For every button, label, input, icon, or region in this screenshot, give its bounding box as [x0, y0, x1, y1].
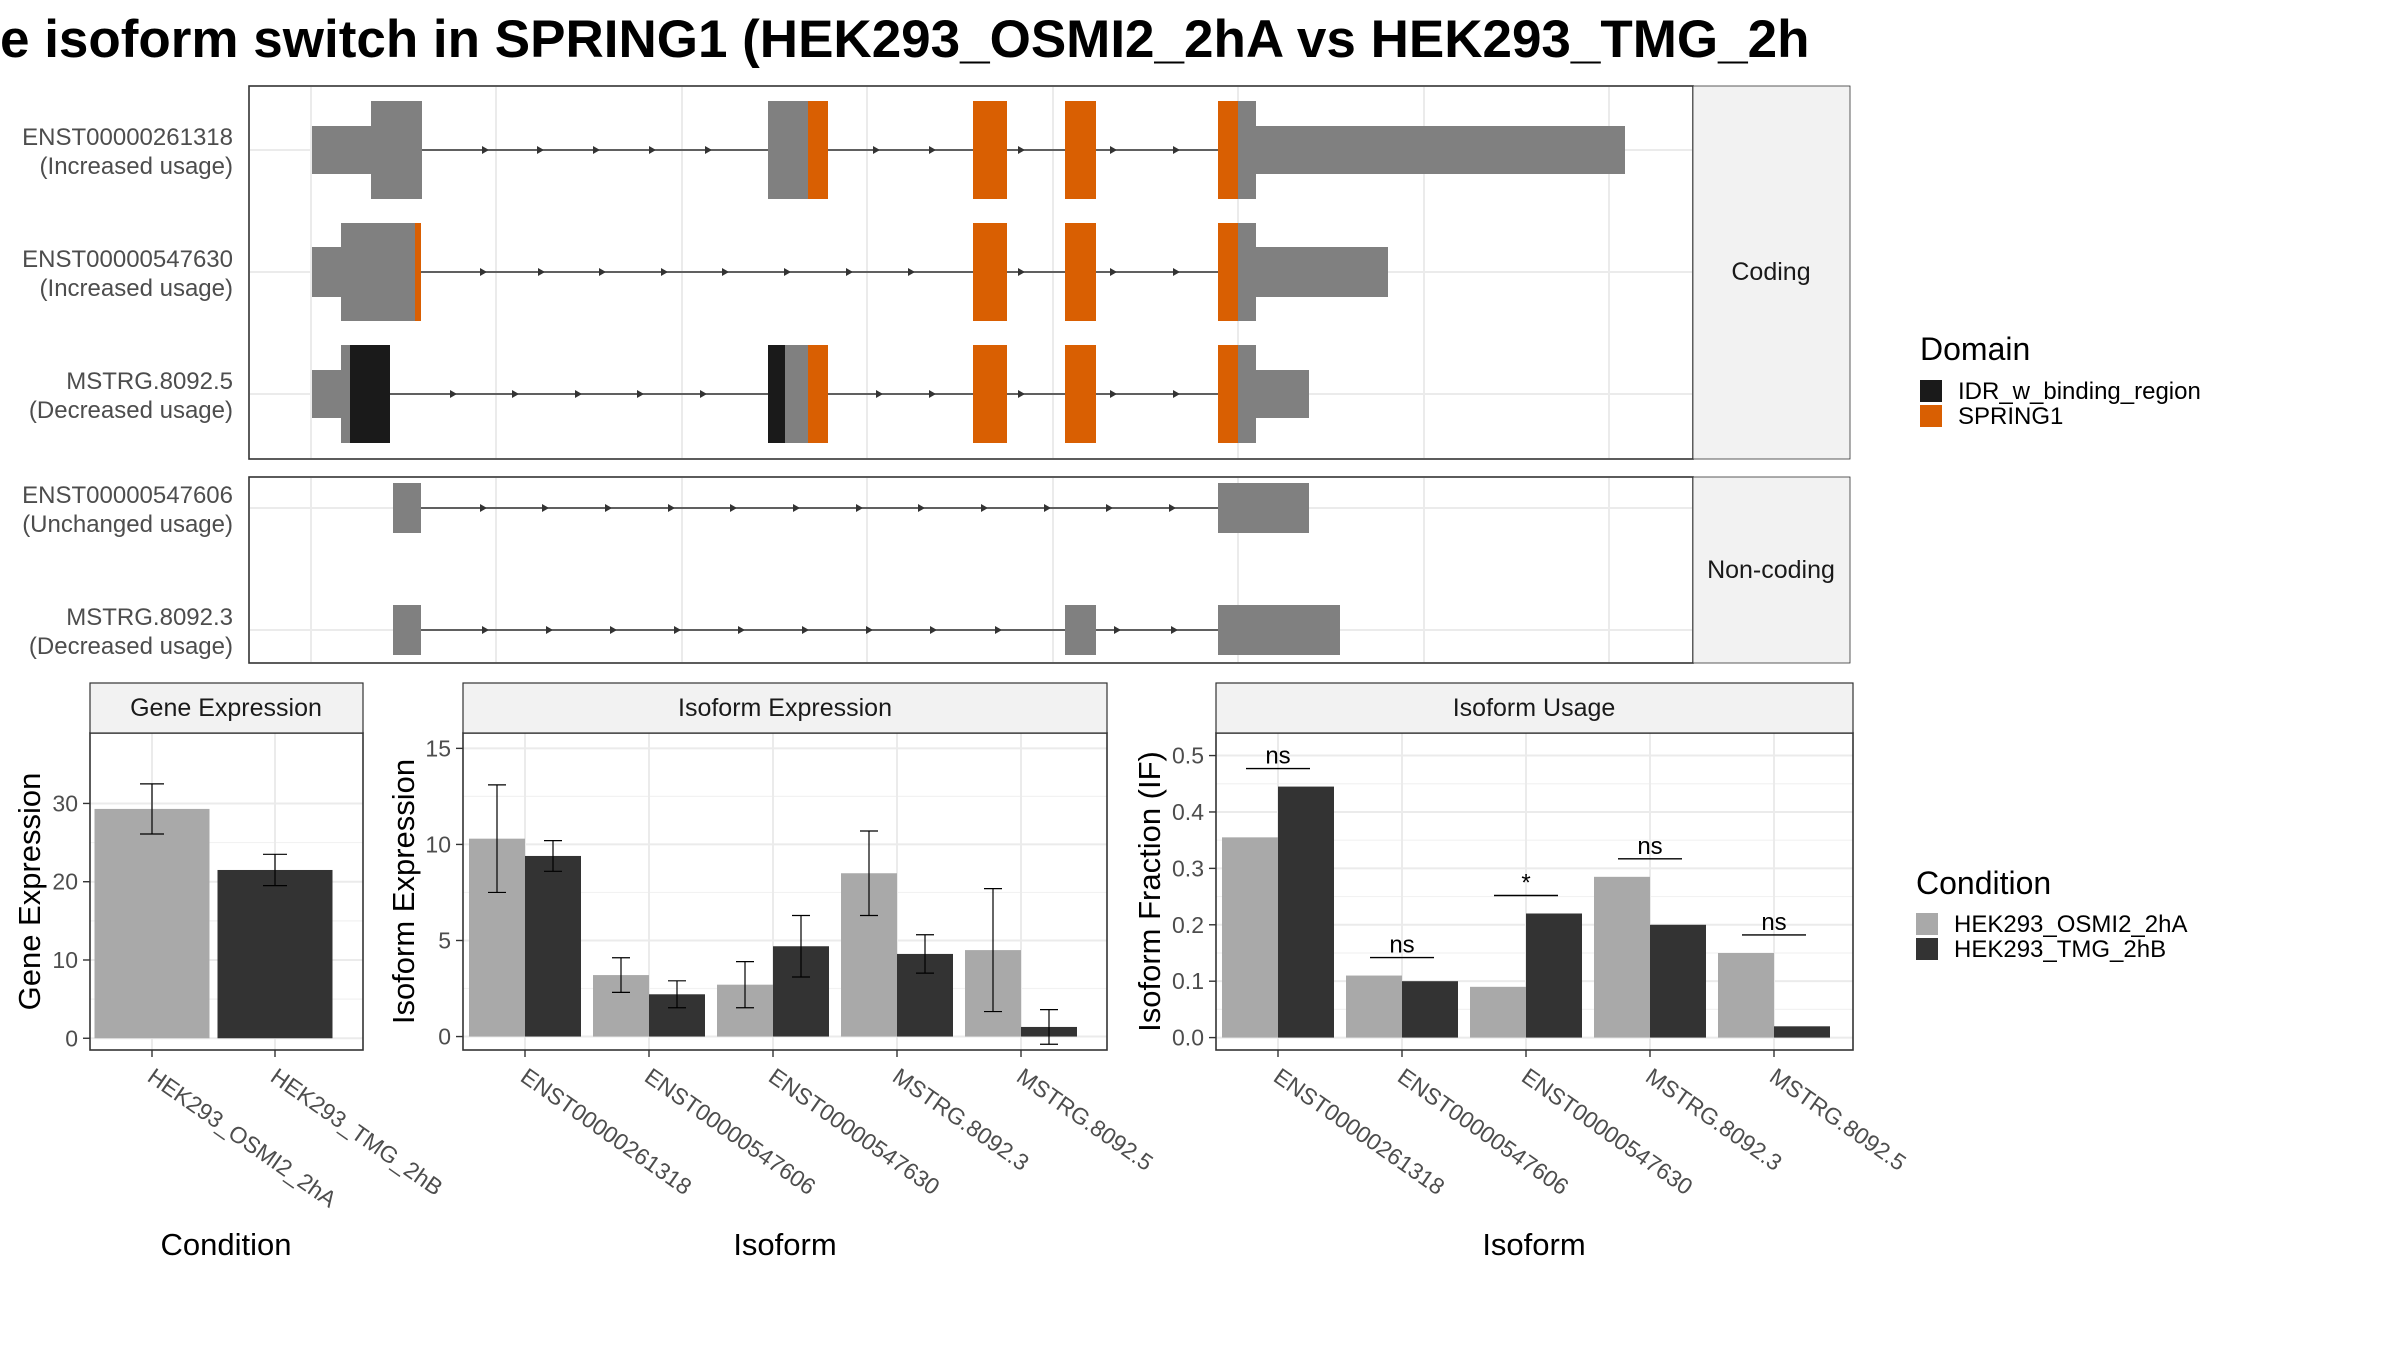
y-tick-label: 15	[425, 735, 451, 761]
legend-label-HEK293_OSMI2_2hA: HEK293_OSMI2_2hA	[1954, 911, 2187, 938]
transcript-usage-5: (Decreased usage)	[29, 633, 233, 660]
y-tick-label: 0.3	[1172, 855, 1204, 881]
bar-enst00000547606-hek293-osmi2-2ha	[1346, 975, 1402, 1038]
significance-label-mstrg-8092-3: ns	[1637, 833, 1662, 860]
transcript-MSTRG.8092.3	[393, 605, 1340, 655]
facet-strip	[89, 682, 364, 734]
y-tick-label: 0.4	[1172, 799, 1204, 825]
noncoding-facet-panel	[248, 476, 1694, 664]
bar-hek293-osmi2-2ha	[94, 808, 210, 1039]
significance-label-mstrg-8092-5: ns	[1761, 909, 1786, 936]
bar-mstrg-8092-3-hek293-osmi2-2ha	[1594, 876, 1650, 1038]
transcript-MSTRG.8092.5	[312, 345, 1309, 443]
facet-title: Isoform Expression	[678, 694, 892, 722]
transcript-usage-1: (Increased usage)	[40, 153, 233, 180]
bar-hek293-tmg-2hb	[217, 869, 333, 1039]
condition-legend: Condition HEK293_OSMI2_2hA HEK293_TMG_2h…	[1916, 865, 2187, 963]
transcript-name-5: MSTRG.8092.3	[66, 604, 233, 631]
x-axis-title: Condition	[161, 1227, 292, 1262]
y-tick-label: 0.2	[1172, 912, 1204, 938]
bar-enst00000547606-hek293-tmg-2hb	[1402, 981, 1458, 1038]
transcript-usage-2: (Increased usage)	[40, 275, 233, 302]
y-tick-label: 30	[52, 790, 78, 816]
facet-strip	[1215, 682, 1854, 734]
transcript-name-4: ENST00000547606	[22, 482, 233, 509]
y-axis-title: Gene Expression	[12, 773, 47, 1011]
coding-facet-label: Coding	[1731, 258, 1810, 286]
bar-enst00000547630-hek293-osmi2-2ha	[1470, 986, 1526, 1038]
y-tick-label: 0.0	[1172, 1025, 1204, 1051]
legend-label-HEK293_TMG_2hB: HEK293_TMG_2hB	[1954, 936, 2166, 963]
y-tick-label: 10	[52, 947, 78, 973]
transcript-name-2: ENST00000547630	[22, 246, 233, 273]
legend-key-HEK293_OSMI2_2hA	[1916, 913, 1938, 935]
transcript-usage-3: (Decreased usage)	[29, 397, 233, 424]
condition-legend-title: Condition	[1916, 865, 2051, 901]
isoform-structure-panel: Coding Non-coding	[22, 85, 1851, 664]
y-tick-label: 5	[438, 927, 451, 953]
y-tick-label: 0.5	[1172, 743, 1204, 769]
noncoding-facet-strip	[1692, 476, 1851, 664]
legend-key-IDR_w_binding_region	[1920, 380, 1942, 402]
bar-enst00000261318-hek293-osmi2-2ha	[1222, 837, 1278, 1038]
facet-strip	[462, 682, 1108, 734]
y-tick-label: 0	[438, 1024, 451, 1050]
noncoding-facet-label: Non-coding	[1707, 556, 1835, 584]
transcript-ENST00000547606	[393, 483, 1309, 533]
bar-mstrg-8092-5-hek293-osmi2-2ha	[1718, 952, 1774, 1038]
bar-enst00000547630-hek293-tmg-2hb	[1526, 913, 1582, 1038]
y-tick-label: 20	[52, 869, 78, 895]
bar-enst00000261318-hek293-tmg-2hb	[1278, 786, 1334, 1038]
transcript-name-1: ENST00000261318	[22, 124, 233, 151]
transcript-ENST00000261318	[312, 101, 1625, 199]
x-axis-title: Isoform	[1482, 1227, 1585, 1262]
bar-enst00000261318-hek293-tmg-2hb	[525, 855, 581, 1037]
legend-label-IDR_w_binding_region: IDR_w_binding_region	[1958, 378, 2201, 405]
isoform-usage-chart: ns ns * ns ns Isoform Usage 0.0 0.1 0.2 0.3 0.4 0.5…	[1132, 682, 1911, 1262]
coding-facet-strip	[1692, 85, 1851, 460]
bar-mstrg-8092-3-hek293-tmg-2hb	[1650, 924, 1706, 1038]
x-axis-title: Isoform	[733, 1227, 836, 1262]
domain-legend: Domain IDR_w_binding_region SPRING1	[1920, 331, 2201, 430]
legend-key-SPRING1	[1920, 405, 1942, 427]
transcript-ENST00000547630	[312, 223, 1388, 321]
bar-mstrg-8092-5-hek293-tmg-2hb	[1774, 1026, 1830, 1038]
facet-title: Isoform Usage	[1453, 694, 1616, 722]
legend-label-SPRING1: SPRING1	[1958, 403, 2063, 430]
facet-title: Gene Expression	[130, 694, 322, 722]
y-axis-title: Isoform Fraction (IF)	[1132, 751, 1167, 1032]
y-tick-label: 10	[425, 831, 451, 857]
transcript-usage-4: (Unchanged usage)	[22, 511, 233, 538]
legend-key-HEK293_TMG_2hB	[1916, 938, 1938, 960]
figure-title: e isoform switch in SPRING1 (HEK293_OSMI…	[0, 10, 1809, 69]
significance-label-enst00000547630: *	[1521, 869, 1530, 896]
significance-label-enst00000547606: ns	[1389, 932, 1414, 959]
domain-legend-title: Domain	[1920, 331, 2030, 367]
x-tick-label-mstrg-8092-5: MSTRG.8092.5	[1765, 1063, 1911, 1176]
y-tick-label: 0	[65, 1025, 78, 1051]
x-tick-label-mstrg-8092-5: MSTRG.8092.5	[1012, 1063, 1158, 1176]
y-axis-title: Isoform Expression	[386, 759, 421, 1024]
y-tick-label: 0.1	[1172, 968, 1204, 994]
transcript-name-3: MSTRG.8092.5	[66, 368, 233, 395]
significance-label-enst00000261318: ns	[1265, 743, 1290, 770]
